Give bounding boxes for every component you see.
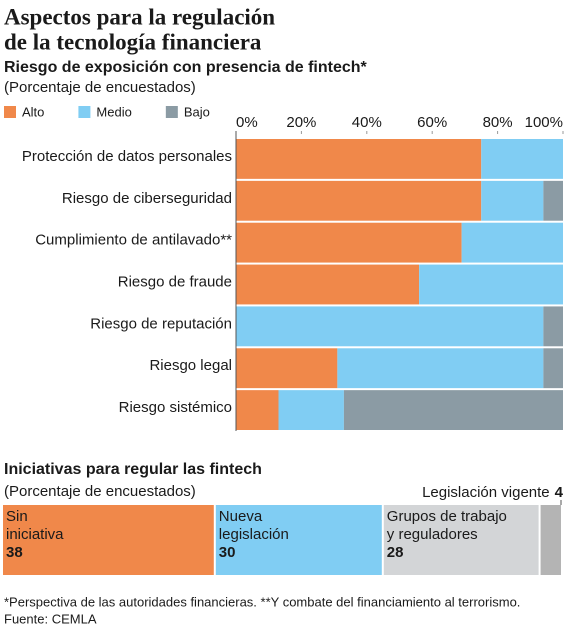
segment-label: legislación xyxy=(219,526,289,543)
bar-segment xyxy=(543,306,563,347)
segment-label: Legislación vigente xyxy=(422,484,550,501)
y-tick-label: Riesgo legal xyxy=(149,357,232,374)
chart-title: Riesgo de exposición con presencia de fi… xyxy=(4,59,368,76)
x-tick-label: 40% xyxy=(352,114,382,131)
y-tick-label: Cumplimiento de antilavado** xyxy=(35,232,232,249)
bar-segment xyxy=(236,264,420,305)
legend-label: Medio xyxy=(96,104,131,119)
legend-label: Alto xyxy=(22,104,44,119)
title: de la tecnología financiera xyxy=(4,29,262,54)
segment-label: Grupos de trabajo xyxy=(387,508,507,525)
x-tick-label: 60% xyxy=(417,114,447,131)
y-tick-label: Riesgo de ciberseguridad xyxy=(62,190,232,207)
bar-segment xyxy=(215,505,382,575)
legend-swatch xyxy=(165,106,178,118)
source: Fuente: CEMLA xyxy=(4,611,97,626)
x-tick-label: 100% xyxy=(525,114,563,131)
bar-segment xyxy=(236,180,482,221)
legend-swatch xyxy=(4,106,16,118)
bar-segment xyxy=(343,390,563,430)
bar-segment xyxy=(236,222,462,263)
x-tick-label: 0% xyxy=(236,114,258,131)
y-tick-label: Riesgo de reputación xyxy=(90,315,232,332)
segment-label: iniciativa xyxy=(6,526,64,543)
bar-segment xyxy=(461,222,563,263)
bar-segment xyxy=(236,139,482,179)
segment-value: 30 xyxy=(219,544,236,561)
footnote: *Perspectiva de las autoridades financie… xyxy=(4,594,520,609)
segment-label: Nueva xyxy=(219,508,263,525)
bar-segment xyxy=(383,505,539,575)
bar-segment xyxy=(543,180,563,221)
segment-label: y reguladores xyxy=(387,526,478,543)
chart-title: Iniciativas para regular las fintech xyxy=(4,461,262,478)
title: Aspectos para la regulación xyxy=(4,4,275,29)
segment-value: 4 xyxy=(555,484,564,501)
y-tick-label: Riesgo de fraude xyxy=(118,273,232,290)
y-tick-label: Protección de datos personales xyxy=(22,148,232,165)
x-tick-label: 80% xyxy=(483,114,513,131)
bar-segment xyxy=(481,180,544,221)
bar-segment xyxy=(3,505,214,575)
bar-segment xyxy=(236,348,338,389)
chart-subtitle: (Porcentaje de encuestados) xyxy=(4,79,196,96)
chart-subtitle: (Porcentaje de encuestados) xyxy=(4,483,196,500)
segment-value: 28 xyxy=(387,544,404,561)
bar-segment xyxy=(278,390,344,430)
legend-label: Bajo xyxy=(184,104,210,119)
bar-segment xyxy=(543,348,563,389)
bar-segment xyxy=(419,264,563,305)
bar-segment xyxy=(481,139,563,179)
bar-segment xyxy=(540,505,561,575)
x-tick-label: 20% xyxy=(286,114,316,131)
y-tick-label: Riesgo sistémico xyxy=(119,399,232,416)
segment-label: Sin xyxy=(6,508,28,525)
segment-value: 38 xyxy=(6,544,23,561)
legend-swatch xyxy=(78,106,91,118)
bar-segment xyxy=(337,348,544,389)
bar-segment xyxy=(236,390,279,430)
bar-segment xyxy=(236,306,544,347)
